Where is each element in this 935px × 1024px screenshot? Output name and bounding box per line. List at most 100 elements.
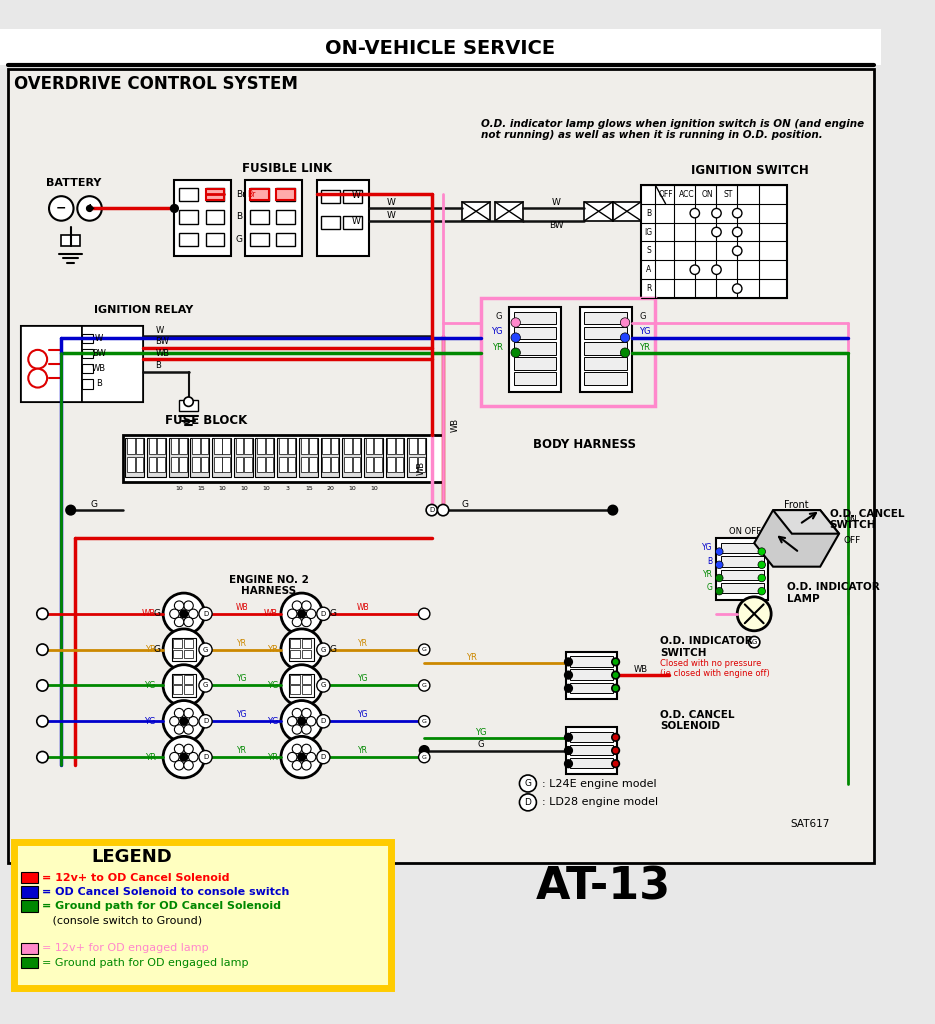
Text: IG: IG [644,227,653,237]
Bar [149,438,156,454]
Bar [250,210,268,223]
Text: WB: WB [417,461,426,475]
Circle shape [163,593,205,635]
Circle shape [611,658,619,666]
Bar [364,437,382,477]
Bar [147,437,165,477]
Bar [584,373,627,385]
Circle shape [302,761,311,770]
Text: G: G [236,236,243,244]
Circle shape [419,644,430,655]
Bar [302,649,311,658]
Bar [173,685,182,694]
Bar [170,458,179,472]
Bar [331,458,338,472]
Bar [212,437,231,477]
Bar [206,232,224,246]
Circle shape [199,715,212,728]
Bar [180,210,198,223]
Text: G: G [153,645,160,654]
Bar [387,458,395,472]
Circle shape [715,574,723,582]
Circle shape [758,588,766,595]
Text: = Ground path for OD engaged lamp: = Ground path for OD engaged lamp [42,957,249,968]
Bar [396,438,404,454]
Text: = OD Cancel Solenoid to console switch: = OD Cancel Solenoid to console switch [42,887,290,897]
Bar [366,438,373,454]
Bar [566,727,617,774]
Text: AT-13: AT-13 [536,865,671,908]
Bar [223,438,230,454]
Circle shape [169,717,180,726]
Text: B: B [236,212,242,221]
Bar [214,458,222,472]
Bar [214,438,222,454]
Text: B: B [96,379,102,388]
Text: OFF: OFF [843,536,861,545]
Bar [302,639,311,648]
Bar [21,886,37,898]
Circle shape [307,609,316,618]
Bar [276,210,295,223]
Circle shape [169,753,180,762]
Text: R: R [646,284,652,293]
Text: Closed with no pressure
(ie closed with engine off): Closed with no pressure (ie closed with … [660,658,770,678]
Circle shape [712,265,721,274]
Circle shape [620,333,630,342]
Text: WB: WB [155,349,169,358]
Bar [223,458,230,472]
Text: ACC: ACC [679,189,694,199]
Bar [184,649,194,658]
Circle shape [184,601,194,610]
Text: YR: YR [703,569,712,579]
Bar [331,438,338,454]
Text: 15: 15 [197,486,205,490]
Bar [276,188,295,200]
Circle shape [620,348,630,357]
Bar [157,438,165,454]
Circle shape [36,608,48,620]
Circle shape [293,725,302,734]
Text: SAT617: SAT617 [790,819,829,829]
Text: G: G [422,719,426,724]
Bar [509,307,561,392]
Bar [149,458,156,472]
Text: YG: YG [237,711,248,719]
Circle shape [184,725,194,734]
Circle shape [66,506,76,515]
Circle shape [611,746,619,755]
Bar [277,437,296,477]
Bar [201,438,209,454]
Circle shape [199,679,212,692]
Text: WB: WB [634,665,648,674]
Text: G: G [422,683,426,688]
Bar [173,675,182,684]
Bar [343,216,362,229]
Text: YG: YG [237,675,248,683]
Bar [21,943,37,954]
Text: BW: BW [92,349,106,358]
Circle shape [611,672,619,679]
Bar [244,438,252,454]
Bar [7,69,874,862]
Bar [180,232,198,246]
Bar [342,437,361,477]
Text: G: G [330,645,337,654]
Circle shape [565,672,572,679]
Bar [580,307,632,392]
Circle shape [715,561,723,568]
Bar [191,437,209,477]
Bar [244,458,252,472]
Circle shape [36,716,48,727]
Bar [301,458,309,472]
Text: WB: WB [451,418,460,432]
Circle shape [288,717,297,726]
Text: YG: YG [266,717,278,726]
Bar [180,438,187,454]
Bar [127,458,135,472]
Bar [266,458,273,472]
Text: O.D. indicator lamp glows when ignition switch is ON (and engine
not running) as: O.D. indicator lamp glows when ignition … [481,119,864,140]
Text: ON-VEHICLE SERVICE: ON-VEHICLE SERVICE [325,39,555,57]
Text: W: W [94,334,103,343]
Text: IGNITION SWITCH: IGNITION SWITCH [691,164,809,177]
